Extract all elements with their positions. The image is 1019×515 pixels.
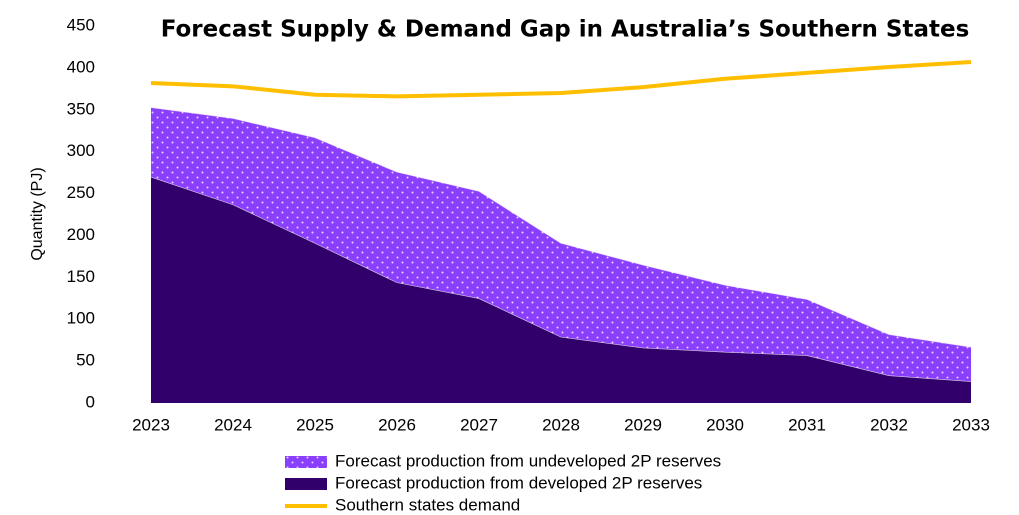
legend-swatch — [285, 456, 327, 468]
x-tick-label: 2028 — [542, 415, 580, 434]
legend-label: Southern states demand — [335, 495, 520, 514]
legend-swatch — [285, 478, 327, 490]
y-tick-label: 150 — [67, 267, 95, 286]
area — [151, 107, 971, 382]
x-tick-label: 2027 — [460, 415, 498, 434]
x-tick-label: 2032 — [870, 415, 908, 434]
y-tick-label: 300 — [67, 141, 95, 160]
x-tick-label: 2023 — [132, 415, 170, 434]
y-axis-label: Quantity (PJ) — [29, 167, 46, 260]
y-tick-label: 450 — [67, 15, 95, 34]
x-tick-label: 2030 — [706, 415, 744, 434]
x-tick-label: 2026 — [378, 415, 416, 434]
y-tick-label: 250 — [67, 183, 95, 202]
x-tick-label: 2025 — [296, 415, 334, 434]
y-tick-label: 0 — [86, 392, 95, 411]
y-tick-label: 50 — [76, 351, 95, 370]
chart-title: Forecast Supply & Demand Gap in Australi… — [161, 17, 970, 43]
x-tick-label: 2024 — [214, 415, 252, 434]
x-tick-label: 2033 — [952, 415, 990, 434]
y-tick-label: 400 — [67, 57, 95, 76]
area-edge — [150, 106, 972, 348]
y-tick-label: 100 — [67, 309, 95, 328]
legend-label: Forecast production from undeveloped 2P … — [335, 451, 721, 470]
y-tick-label: 350 — [67, 99, 95, 118]
line — [150, 60, 972, 99]
x-tick-label: 2031 — [788, 415, 826, 434]
legend-label: Forecast production from developed 2P re… — [335, 473, 702, 492]
area — [151, 176, 971, 403]
x-tick-label: 2029 — [624, 415, 662, 434]
y-tick-label: 200 — [67, 225, 95, 244]
